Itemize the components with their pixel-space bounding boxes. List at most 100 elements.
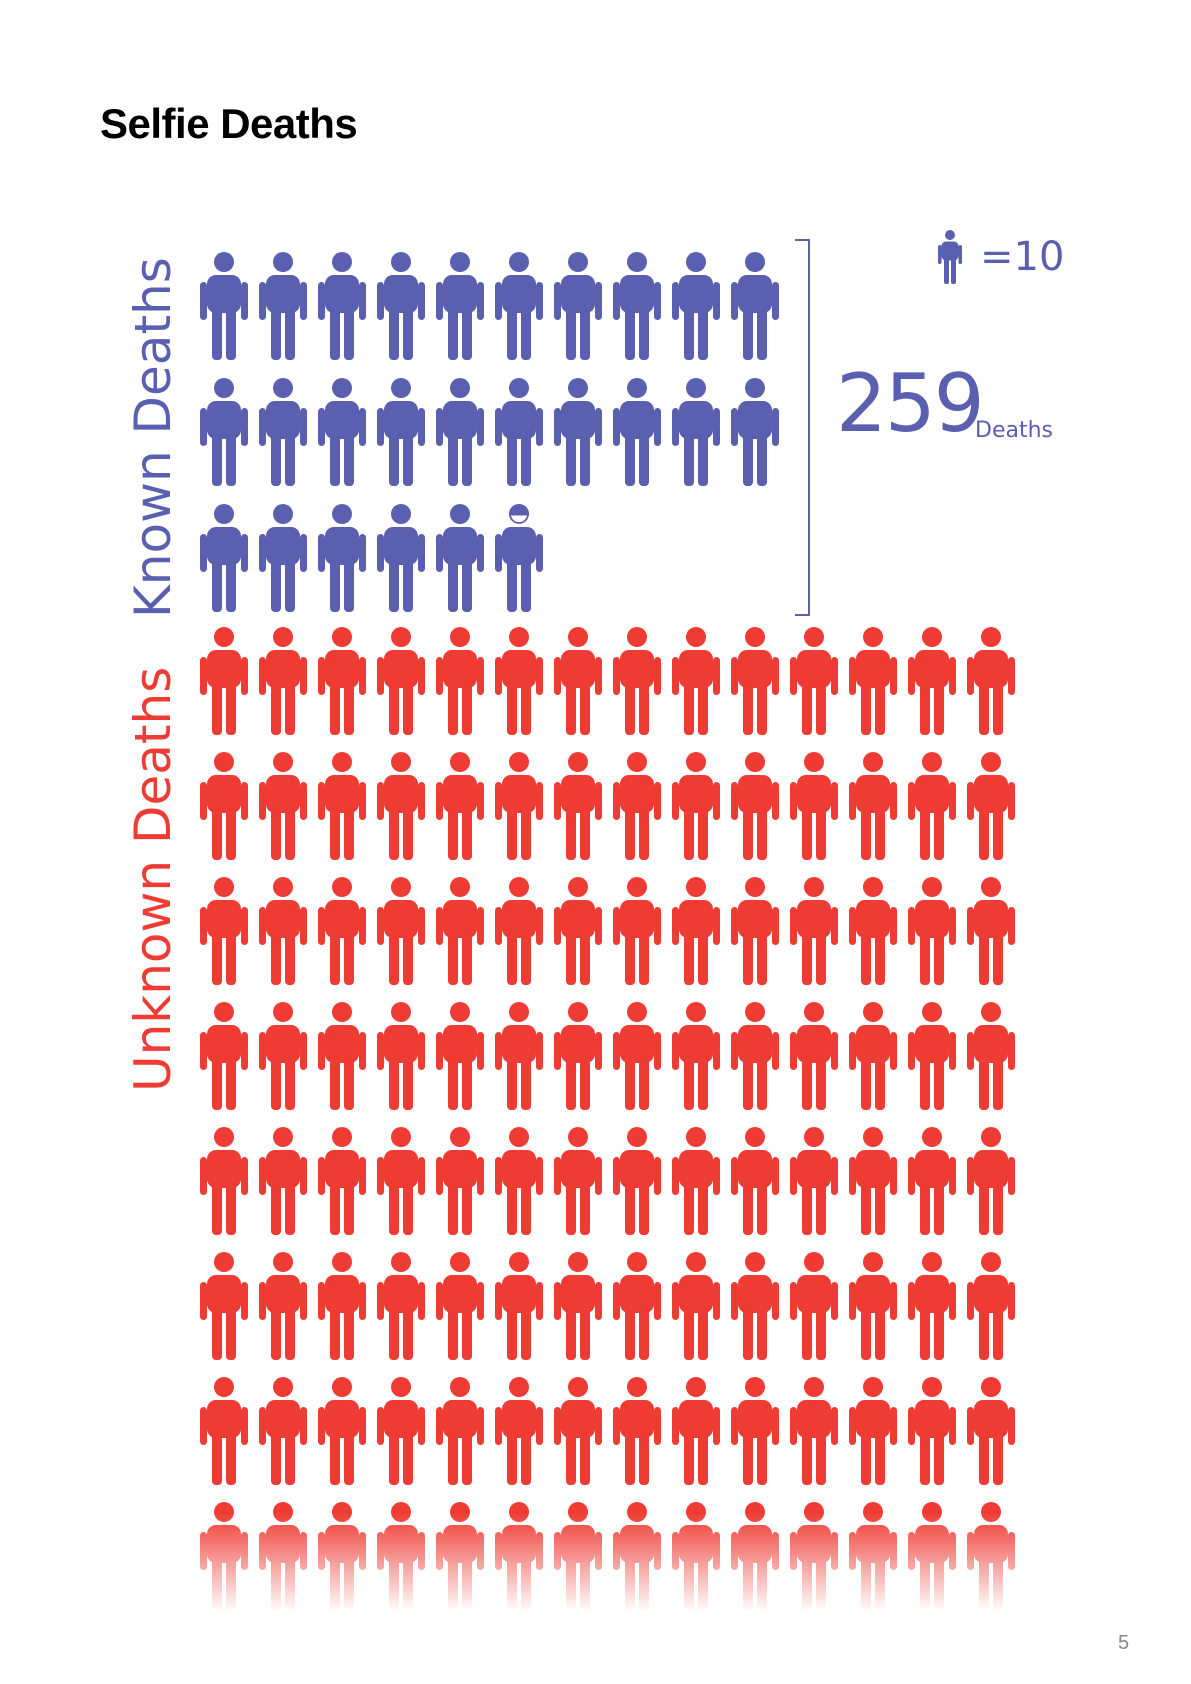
known-death-icon xyxy=(200,252,248,360)
known-death-icon xyxy=(672,252,720,360)
unknown-death-icon xyxy=(731,752,779,860)
unknown-death-icon xyxy=(790,1252,838,1360)
unknown-death-icon xyxy=(200,752,248,860)
unknown-death-icon xyxy=(436,627,484,735)
unknown-death-icon xyxy=(967,1252,1015,1360)
unknown-death-icon xyxy=(259,1377,307,1485)
legend-equals-label: =10 xyxy=(980,234,1065,280)
unknown-death-icon xyxy=(613,627,661,735)
unknown-death-icon xyxy=(849,752,897,860)
unknown-death-icon xyxy=(200,627,248,735)
unknown-death-icon xyxy=(731,627,779,735)
known-bracket xyxy=(795,239,810,616)
unknown-death-icon xyxy=(849,1252,897,1360)
unknown-death-icon xyxy=(377,627,425,735)
unknown-death-icon xyxy=(613,1252,661,1360)
unknown-death-icon xyxy=(495,752,543,860)
unknown-death-icon xyxy=(731,1377,779,1485)
unknown-death-icon xyxy=(554,1127,602,1235)
unknown-death-icon xyxy=(318,1002,366,1110)
unknown-death-icon xyxy=(436,1252,484,1360)
unknown-death-icon xyxy=(318,627,366,735)
unknown-death-icon xyxy=(672,752,720,860)
unknown-death-icon xyxy=(967,627,1015,735)
unknown-death-icon xyxy=(200,1127,248,1235)
known-death-icon xyxy=(200,378,248,486)
unknown-death-icon xyxy=(731,1252,779,1360)
known-death-icon xyxy=(436,252,484,360)
known-death-icon xyxy=(200,504,248,612)
unknown-death-icon xyxy=(259,877,307,985)
unknown-death-icon xyxy=(790,627,838,735)
unknown-death-icon xyxy=(318,1127,366,1235)
unknown-death-icon xyxy=(613,1127,661,1235)
known-death-icon xyxy=(259,252,307,360)
known-death-icon xyxy=(377,504,425,612)
unknown-death-icon xyxy=(613,752,661,860)
unknown-death-icon xyxy=(731,1127,779,1235)
unknown-death-icon xyxy=(259,752,307,860)
unknown-death-icon xyxy=(908,1002,956,1110)
unknown-death-icon xyxy=(495,1377,543,1485)
unknown-death-icon xyxy=(259,627,307,735)
unknown-death-icon xyxy=(495,1002,543,1110)
known-death-icon xyxy=(613,378,661,486)
unknown-death-icon xyxy=(200,1377,248,1485)
unknown-death-icon xyxy=(200,877,248,985)
unknown-death-icon xyxy=(377,752,425,860)
unknown-death-icon xyxy=(377,1252,425,1360)
known-death-icon xyxy=(318,504,366,612)
unknown-death-icon xyxy=(259,1002,307,1110)
total-deaths-value: 259 xyxy=(836,357,985,450)
unknown-death-icon xyxy=(672,1002,720,1110)
unknown-death-icon xyxy=(613,1002,661,1110)
unknown-death-icon xyxy=(672,627,720,735)
known-death-partial-icon xyxy=(495,504,543,612)
unknown-death-icon xyxy=(377,1002,425,1110)
unknown-death-icon xyxy=(908,877,956,985)
unknown-death-icon xyxy=(672,1127,720,1235)
known-death-icon xyxy=(259,378,307,486)
unknown-death-icon xyxy=(731,1002,779,1110)
unknown-death-icon xyxy=(200,1252,248,1360)
unknown-deaths-label: Unknown Deaths xyxy=(124,666,182,1092)
unknown-death-icon xyxy=(908,752,956,860)
unknown-death-icon xyxy=(967,1127,1015,1235)
unknown-death-icon xyxy=(849,1127,897,1235)
unknown-death-icon xyxy=(967,1002,1015,1110)
unknown-death-icon xyxy=(790,752,838,860)
unknown-death-icon xyxy=(377,1377,425,1485)
unknown-death-icon xyxy=(554,877,602,985)
unknown-death-icon xyxy=(495,877,543,985)
unknown-death-icon xyxy=(495,627,543,735)
unknown-death-icon xyxy=(554,1002,602,1110)
unknown-death-icon xyxy=(554,752,602,860)
unknown-death-icon xyxy=(200,1002,248,1110)
unknown-death-icon xyxy=(849,1377,897,1485)
known-death-icon xyxy=(436,504,484,612)
unknown-death-icon xyxy=(908,627,956,735)
unknown-death-icon xyxy=(967,752,1015,860)
unknown-death-icon xyxy=(849,627,897,735)
unknown-death-icon xyxy=(436,1127,484,1235)
known-death-icon xyxy=(436,378,484,486)
unknown-death-icon xyxy=(790,1127,838,1235)
unknown-death-icon xyxy=(318,1252,366,1360)
known-death-icon xyxy=(731,378,779,486)
unknown-death-icon xyxy=(613,1377,661,1485)
known-death-icon xyxy=(731,252,779,360)
unknown-death-icon xyxy=(672,877,720,985)
unknown-icons-group xyxy=(200,627,1015,1610)
unknown-death-icon xyxy=(790,877,838,985)
page-number: 5 xyxy=(1118,1632,1130,1654)
legend: =10 xyxy=(938,226,1064,290)
person-icon xyxy=(938,226,962,288)
known-death-icon xyxy=(495,378,543,486)
known-death-icon xyxy=(554,378,602,486)
unknown-death-icon xyxy=(436,1377,484,1485)
page-title: Selfie Deaths xyxy=(100,100,358,147)
unknown-death-icon xyxy=(672,1377,720,1485)
unknown-death-icon xyxy=(613,877,661,985)
unknown-death-icon xyxy=(318,877,366,985)
